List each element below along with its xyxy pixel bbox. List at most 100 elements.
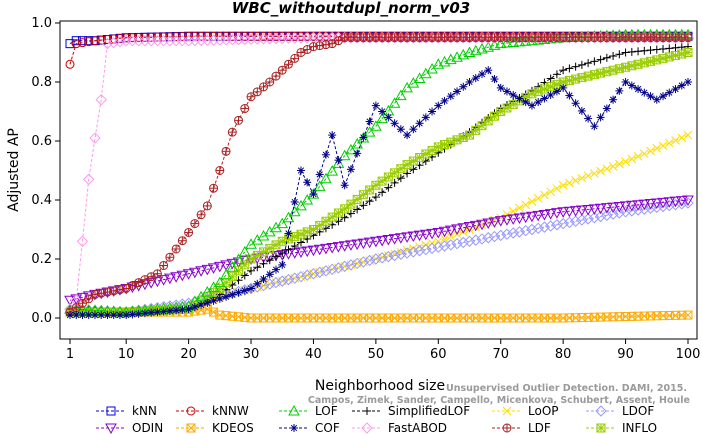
data-point bbox=[140, 309, 149, 318]
legend-label: LoOP bbox=[528, 404, 559, 418]
data-point bbox=[303, 178, 312, 187]
data-point bbox=[683, 310, 693, 320]
data-point bbox=[488, 217, 501, 228]
data-point bbox=[646, 46, 655, 55]
data-point bbox=[602, 53, 611, 62]
data-point bbox=[557, 217, 569, 230]
data-point bbox=[409, 125, 418, 134]
data-point bbox=[340, 213, 349, 222]
data-point bbox=[346, 165, 355, 174]
data-point bbox=[557, 207, 570, 218]
data-point bbox=[152, 269, 162, 279]
data-point bbox=[601, 209, 613, 222]
data-point bbox=[501, 228, 513, 240]
data-point bbox=[227, 127, 237, 137]
data-point bbox=[321, 150, 330, 159]
data-point bbox=[184, 227, 194, 237]
data-point bbox=[496, 83, 505, 92]
series-line bbox=[70, 134, 689, 313]
data-point bbox=[421, 113, 430, 122]
data-point bbox=[226, 261, 239, 272]
data-point bbox=[532, 210, 545, 222]
data-point bbox=[671, 43, 680, 52]
data-point bbox=[652, 95, 661, 104]
data-point bbox=[378, 188, 387, 197]
data-point bbox=[134, 309, 143, 318]
legend-item-inflo: INFLO bbox=[586, 421, 657, 434]
data-point bbox=[434, 101, 443, 110]
data-point bbox=[652, 144, 662, 153]
data-point bbox=[551, 208, 563, 219]
data-point bbox=[621, 48, 630, 57]
data-point bbox=[376, 112, 388, 124]
data-point bbox=[663, 197, 676, 208]
data-point bbox=[259, 275, 268, 284]
data-point bbox=[365, 197, 374, 206]
data-point bbox=[170, 272, 182, 283]
data-point bbox=[403, 131, 412, 140]
data-point bbox=[164, 273, 176, 285]
data-point bbox=[657, 197, 669, 209]
data-point bbox=[371, 193, 380, 202]
data-point bbox=[451, 224, 463, 235]
data-point bbox=[664, 138, 674, 148]
data-point bbox=[482, 218, 495, 230]
x-tick-label: 90 bbox=[617, 347, 634, 362]
data-point bbox=[502, 406, 512, 416]
data-point bbox=[320, 243, 332, 255]
data-point bbox=[351, 239, 364, 250]
data-point bbox=[446, 232, 456, 241]
data-point bbox=[390, 119, 399, 128]
data-point bbox=[101, 37, 114, 50]
data-point bbox=[459, 82, 468, 91]
x-axis-label: Neighborhood size bbox=[315, 378, 445, 394]
data-point bbox=[563, 206, 576, 218]
data-point bbox=[332, 242, 345, 253]
legend-item-knnw: kNNW bbox=[176, 404, 249, 418]
data-point bbox=[201, 264, 214, 276]
data-point bbox=[184, 305, 193, 314]
data-point bbox=[619, 201, 632, 212]
legend-item-kdeos: KDEOS bbox=[176, 421, 254, 434]
data-point bbox=[394, 233, 407, 244]
data-point bbox=[594, 210, 607, 223]
data-point bbox=[483, 116, 493, 126]
data-point bbox=[644, 202, 657, 214]
data-point bbox=[526, 223, 538, 236]
data-point bbox=[444, 225, 457, 237]
data-point bbox=[359, 133, 368, 142]
data-point bbox=[494, 37, 507, 49]
x-axis: 1 10 20 30 40 50 60 70 80 90 100 bbox=[66, 339, 700, 362]
data-point bbox=[376, 235, 388, 247]
data-point bbox=[470, 234, 482, 246]
data-point bbox=[484, 66, 493, 75]
data-point bbox=[683, 130, 693, 140]
data-point bbox=[440, 234, 449, 244]
data-point bbox=[482, 232, 494, 244]
data-point bbox=[197, 301, 206, 310]
data-point bbox=[507, 36, 520, 47]
data-point bbox=[290, 424, 298, 432]
data-point bbox=[370, 236, 382, 248]
data-point bbox=[188, 267, 201, 279]
data-point bbox=[501, 37, 513, 48]
data-point bbox=[90, 36, 100, 46]
y-tick-label: 0.4 bbox=[31, 193, 52, 208]
data-point bbox=[234, 115, 244, 125]
data-point bbox=[638, 199, 651, 211]
data-point bbox=[538, 221, 551, 233]
data-point bbox=[659, 44, 668, 53]
data-point bbox=[72, 311, 81, 320]
data-point bbox=[413, 230, 426, 242]
data-point bbox=[602, 164, 612, 174]
data-point bbox=[358, 190, 368, 200]
data-point bbox=[295, 199, 307, 211]
data-point bbox=[651, 201, 663, 214]
data-point bbox=[463, 222, 476, 233]
series-line bbox=[69, 34, 688, 313]
data-point bbox=[382, 250, 395, 263]
data-point bbox=[288, 205, 301, 217]
data-point bbox=[665, 88, 674, 97]
data-point bbox=[353, 149, 362, 158]
data-point bbox=[552, 184, 562, 193]
